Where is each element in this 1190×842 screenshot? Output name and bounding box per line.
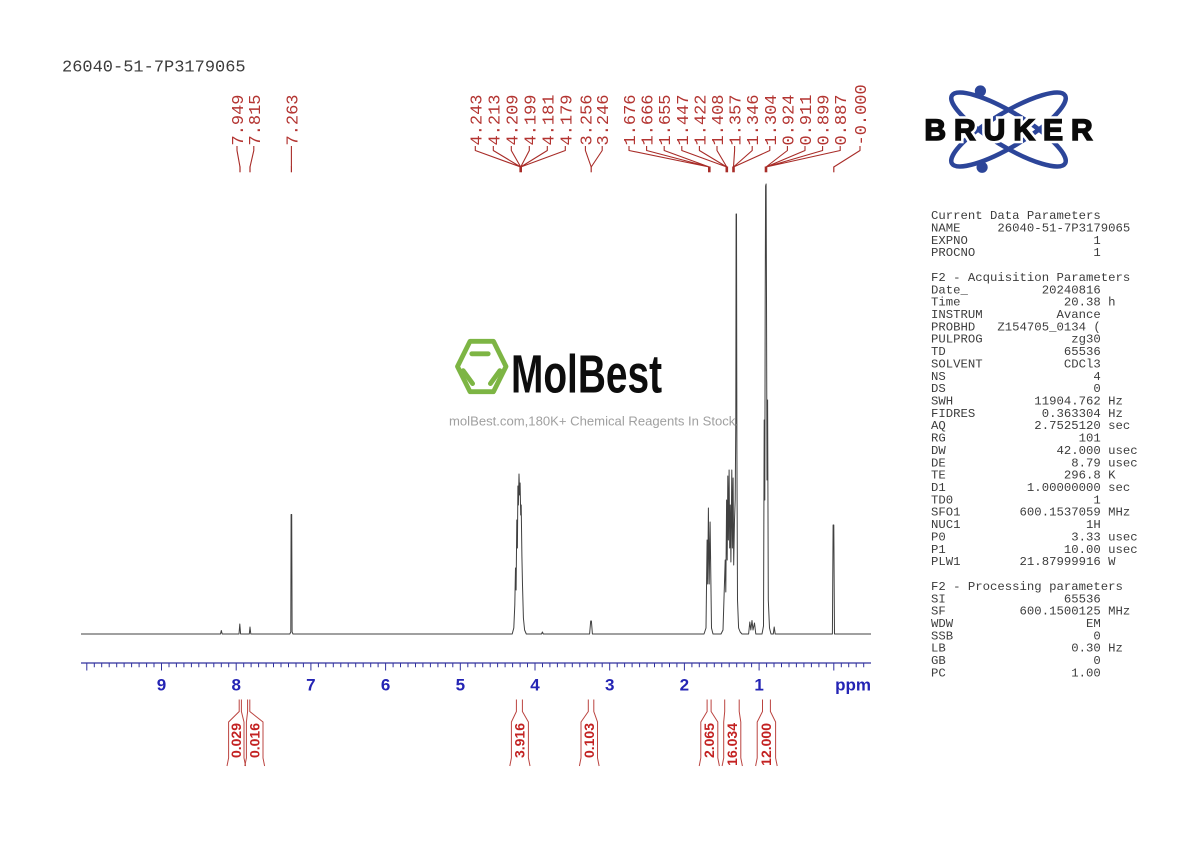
svg-text:GB 0: GB 0 — [931, 654, 1101, 668]
svg-text:4.199: 4.199 — [522, 94, 541, 145]
svg-text:3.246: 3.246 — [595, 94, 614, 145]
svg-text:NUC1 1H: NUC1 1H — [931, 518, 1101, 532]
svg-text:D1 1.00000000 sec: D1 1.00000000 sec — [931, 481, 1130, 495]
svg-text:Time 20.38 h: Time 20.38 h — [931, 296, 1115, 310]
svg-text:FIDRES 0.363304 Hz: FIDRES 0.363304 Hz — [931, 407, 1123, 421]
svg-text:0.103: 0.103 — [581, 723, 597, 758]
svg-text:SI 65536: SI 65536 — [931, 592, 1101, 606]
svg-text:ppm: ppm — [835, 676, 871, 695]
svg-text:9: 9 — [157, 676, 166, 695]
svg-text:SWH 11904.762 Hz: SWH 11904.762 Hz — [931, 395, 1123, 409]
svg-text:26040-51-7P3179065: 26040-51-7P3179065 — [62, 59, 246, 78]
svg-text:BRUKER: BRUKER — [924, 114, 1100, 147]
svg-text:1.408: 1.408 — [710, 94, 729, 145]
svg-text:3.916: 3.916 — [512, 723, 528, 758]
svg-text:TE 296.8 K: TE 296.8 K — [931, 469, 1116, 483]
svg-text:RG 101: RG 101 — [931, 432, 1101, 446]
svg-text:4.179: 4.179 — [558, 94, 577, 145]
svg-text:1.357: 1.357 — [728, 94, 747, 145]
svg-text:4.209: 4.209 — [504, 94, 523, 145]
svg-text:7.263: 7.263 — [284, 94, 303, 145]
svg-text:Current Data Parameters: Current Data Parameters — [931, 209, 1101, 223]
svg-text:1.346: 1.346 — [745, 94, 764, 145]
svg-text:TD 65536: TD 65536 — [931, 345, 1101, 359]
svg-text:DS 0: DS 0 — [931, 382, 1101, 396]
svg-text:0.016: 0.016 — [246, 723, 262, 758]
svg-text:0.924: 0.924 — [780, 94, 799, 145]
svg-text:NAME 26040-51-7P3179065: NAME 26040-51-7P3179065 — [931, 222, 1130, 236]
svg-text:WDW EM: WDW EM — [931, 617, 1101, 631]
svg-text:5: 5 — [456, 676, 465, 695]
svg-text:Date_ 20240816: Date_ 20240816 — [931, 283, 1101, 297]
svg-text:LB 0.30 Hz: LB 0.30 Hz — [931, 642, 1123, 656]
svg-text:INSTRUM Avance: INSTRUM Avance — [931, 308, 1101, 322]
svg-text:0.911: 0.911 — [798, 94, 817, 145]
svg-text:4.243: 4.243 — [468, 94, 487, 145]
svg-text:MolBest: MolBest — [511, 345, 662, 405]
svg-text:0.029: 0.029 — [228, 723, 244, 758]
svg-text:-0.000: -0.000 — [853, 84, 872, 145]
svg-text:PROCNO 1: PROCNO 1 — [931, 246, 1101, 260]
svg-text:BRUKER: BRUKER — [924, 114, 1100, 147]
svg-text:1.655: 1.655 — [657, 94, 676, 145]
svg-text:1.304: 1.304 — [763, 94, 782, 145]
svg-text:0.887: 0.887 — [833, 94, 852, 145]
svg-text:0.899: 0.899 — [816, 94, 835, 145]
svg-text:TD0 1: TD0 1 — [931, 493, 1101, 507]
svg-text:7.815: 7.815 — [247, 94, 266, 145]
svg-text:SF 600.1500125 MHz: SF 600.1500125 MHz — [931, 605, 1130, 619]
svg-text:molBest.com,180K+ Chemical Rea: molBest.com,180K+ Chemical Reagents In S… — [449, 414, 739, 429]
svg-text:P0 3.33 usec: P0 3.33 usec — [931, 531, 1138, 545]
svg-text:1.666: 1.666 — [640, 94, 659, 145]
svg-text:1.422: 1.422 — [692, 94, 711, 145]
svg-text:16.034: 16.034 — [724, 723, 740, 766]
svg-text:7.949: 7.949 — [230, 94, 249, 145]
svg-text:7: 7 — [306, 676, 315, 695]
svg-text:2: 2 — [680, 676, 689, 695]
svg-text:12.000: 12.000 — [758, 723, 774, 766]
svg-text:8: 8 — [231, 676, 240, 695]
svg-text:1.676: 1.676 — [622, 94, 641, 145]
svg-text:4: 4 — [530, 676, 540, 695]
svg-text:PULPROG zg30: PULPROG zg30 — [931, 333, 1101, 347]
svg-text:PROBHD Z154705_0134 (: PROBHD Z154705_0134 ( — [931, 320, 1101, 334]
svg-text:4.213: 4.213 — [486, 94, 505, 145]
svg-text:PC 1.00: PC 1.00 — [931, 666, 1101, 680]
svg-text:EXPNO 1: EXPNO 1 — [931, 234, 1101, 248]
svg-text:3: 3 — [605, 676, 614, 695]
svg-text:AQ 2.7525120 sec: AQ 2.7525120 sec — [931, 419, 1130, 433]
svg-text:DW 42.000 usec: DW 42.000 usec — [931, 444, 1138, 458]
svg-text:SFO1 600.1537059 MHz: SFO1 600.1537059 MHz — [931, 506, 1130, 520]
svg-text:P1 10.00 usec: P1 10.00 usec — [931, 543, 1138, 557]
svg-text:SSB 0: SSB 0 — [931, 629, 1101, 643]
svg-text:DE 8.79 usec: DE 8.79 usec — [931, 456, 1138, 470]
svg-text:PLW1 21.87999916 W: PLW1 21.87999916 W — [931, 555, 1116, 569]
svg-text:3.256: 3.256 — [578, 94, 597, 145]
svg-text:1.447: 1.447 — [675, 94, 694, 145]
svg-text:2.065: 2.065 — [701, 723, 717, 758]
svg-text:4.181: 4.181 — [540, 94, 559, 145]
svg-text:SOLVENT CDCl3: SOLVENT CDCl3 — [931, 357, 1101, 371]
svg-text:F2 - Processing parameters: F2 - Processing parameters — [931, 580, 1123, 594]
svg-text:1: 1 — [754, 676, 763, 695]
svg-text:F2 - Acquisition Parameters: F2 - Acquisition Parameters — [931, 271, 1130, 285]
svg-text:6: 6 — [381, 676, 390, 695]
svg-text:NS 4: NS 4 — [931, 370, 1101, 384]
